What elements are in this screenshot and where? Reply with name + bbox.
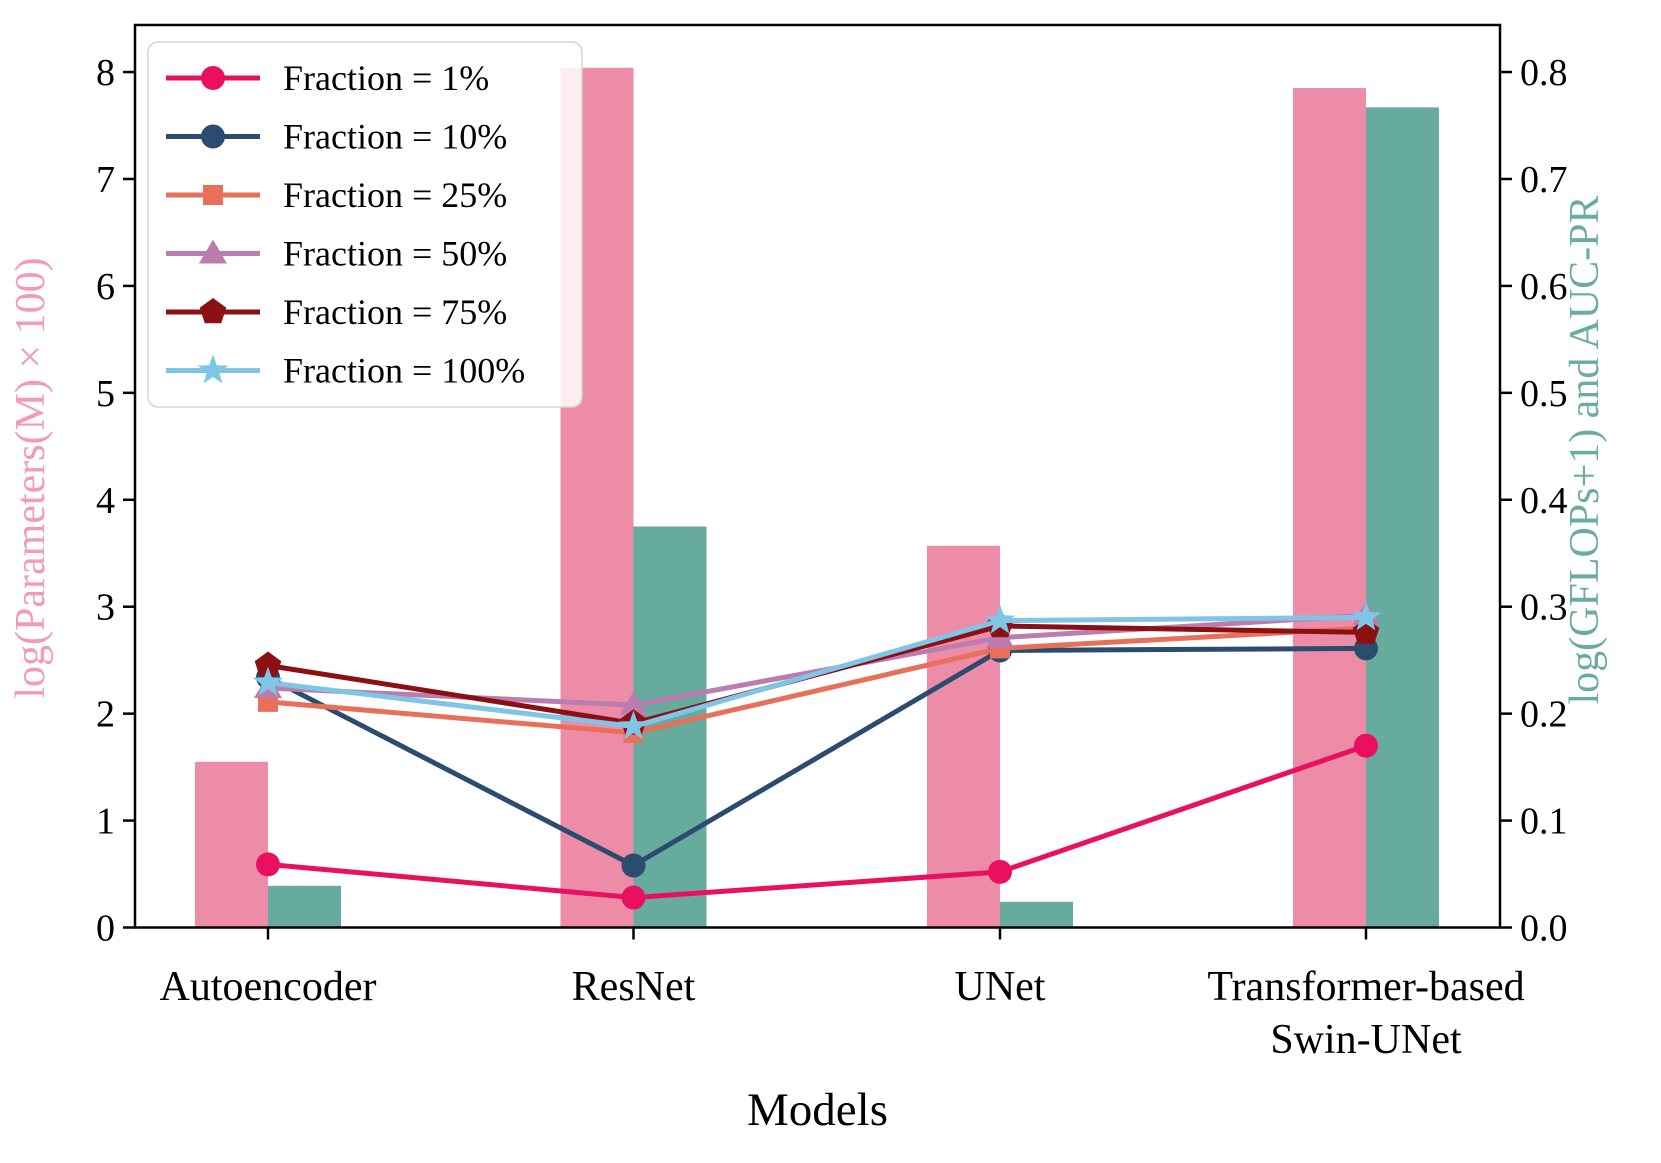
legend-label: Fraction = 50% xyxy=(283,234,507,274)
left-tick-label: 1 xyxy=(96,801,115,843)
series-line xyxy=(266,645,1367,869)
plot-border xyxy=(133,23,1502,929)
gflops-auc-bar xyxy=(1366,107,1439,928)
legend-marker-circle xyxy=(201,124,225,149)
legend-item: Fraction = 50% xyxy=(166,234,507,274)
legend-item: Fraction = 100% xyxy=(166,351,525,391)
series-marker-circle xyxy=(256,852,280,877)
left-tick-label: 6 xyxy=(96,266,115,308)
series-marker-pentagon xyxy=(254,651,282,677)
legend-marker-triangle xyxy=(199,239,227,264)
series-marker-circle xyxy=(621,853,646,878)
legend-marker-pentagon xyxy=(199,298,227,324)
series-marker-star xyxy=(984,604,1016,634)
right-tick-label: 0.0 xyxy=(1520,908,1568,950)
legend: Fraction = 1% Fraction = 10% Fraction = 25… xyxy=(147,41,583,408)
left-tick-label: 4 xyxy=(96,480,115,522)
legend-label: Fraction = 75% xyxy=(283,292,507,332)
right-tick-label: 0.3 xyxy=(1520,587,1568,629)
category-label: UNet xyxy=(955,964,1046,1010)
series-marker-star xyxy=(1350,601,1382,631)
series-marker-circle xyxy=(621,885,646,910)
left-axis-title: log(Parameters(M) × 100) xyxy=(8,257,54,698)
left-tick-label: 8 xyxy=(96,52,115,94)
right-tick-label: 0.1 xyxy=(1520,801,1568,843)
right-tick-label: 0.2 xyxy=(1520,694,1568,736)
legend-item: Fraction = 75% xyxy=(166,292,507,332)
series-line xyxy=(267,614,1367,730)
series-marker-star xyxy=(252,666,284,696)
legend-box xyxy=(147,41,583,408)
series-marker-triangle xyxy=(619,691,648,716)
series-line xyxy=(267,625,1367,736)
category-label: Transformer-based xyxy=(1207,964,1524,1010)
parameters-bar xyxy=(195,761,268,928)
right-tick-label: 0.4 xyxy=(1520,480,1568,522)
category-label: Swin-UNet xyxy=(1270,1017,1462,1063)
right-tick-label: 0.7 xyxy=(1520,159,1568,201)
right-tick-label: 0.6 xyxy=(1520,266,1568,308)
legend-item: Fraction = 25% xyxy=(166,175,507,215)
legend-label: Fraction = 10% xyxy=(283,117,507,157)
legend-item: Fraction = 10% xyxy=(166,117,507,157)
right-axis-title: log(GFLOPs+1) and AUC-PR xyxy=(1562,195,1608,704)
parameters-bar xyxy=(1293,88,1366,928)
gflops-auc-bar xyxy=(1000,901,1073,928)
left-tick-label: 0 xyxy=(96,908,115,950)
legend-marker-circle xyxy=(201,66,225,90)
x-axis-title: Models xyxy=(747,1084,888,1136)
series-marker-circle xyxy=(1354,733,1378,758)
category-label: Autoencoder xyxy=(160,964,377,1010)
parameters-bar xyxy=(927,545,1000,928)
legend-item: Fraction = 1% xyxy=(166,58,489,98)
right-tick-label: 0.8 xyxy=(1520,52,1568,94)
series-line xyxy=(267,743,1367,901)
legend-label: Fraction = 100% xyxy=(283,351,525,391)
left-tick-label: 3 xyxy=(96,587,115,629)
left-tick-label: 5 xyxy=(96,373,115,415)
left-tick-label: 2 xyxy=(96,694,115,736)
legend-marker-square xyxy=(203,185,223,205)
category-label: ResNet xyxy=(572,964,696,1010)
left-tick-label: 7 xyxy=(96,159,115,201)
right-tick-label: 0.5 xyxy=(1520,373,1568,415)
legend-label: Fraction = 1% xyxy=(283,58,489,98)
gflops-auc-bar xyxy=(268,885,341,928)
legend-label: Fraction = 25% xyxy=(283,175,507,215)
legend-marker-star xyxy=(197,354,229,384)
series-marker-star xyxy=(618,710,649,740)
series-marker-circle xyxy=(988,859,1012,884)
